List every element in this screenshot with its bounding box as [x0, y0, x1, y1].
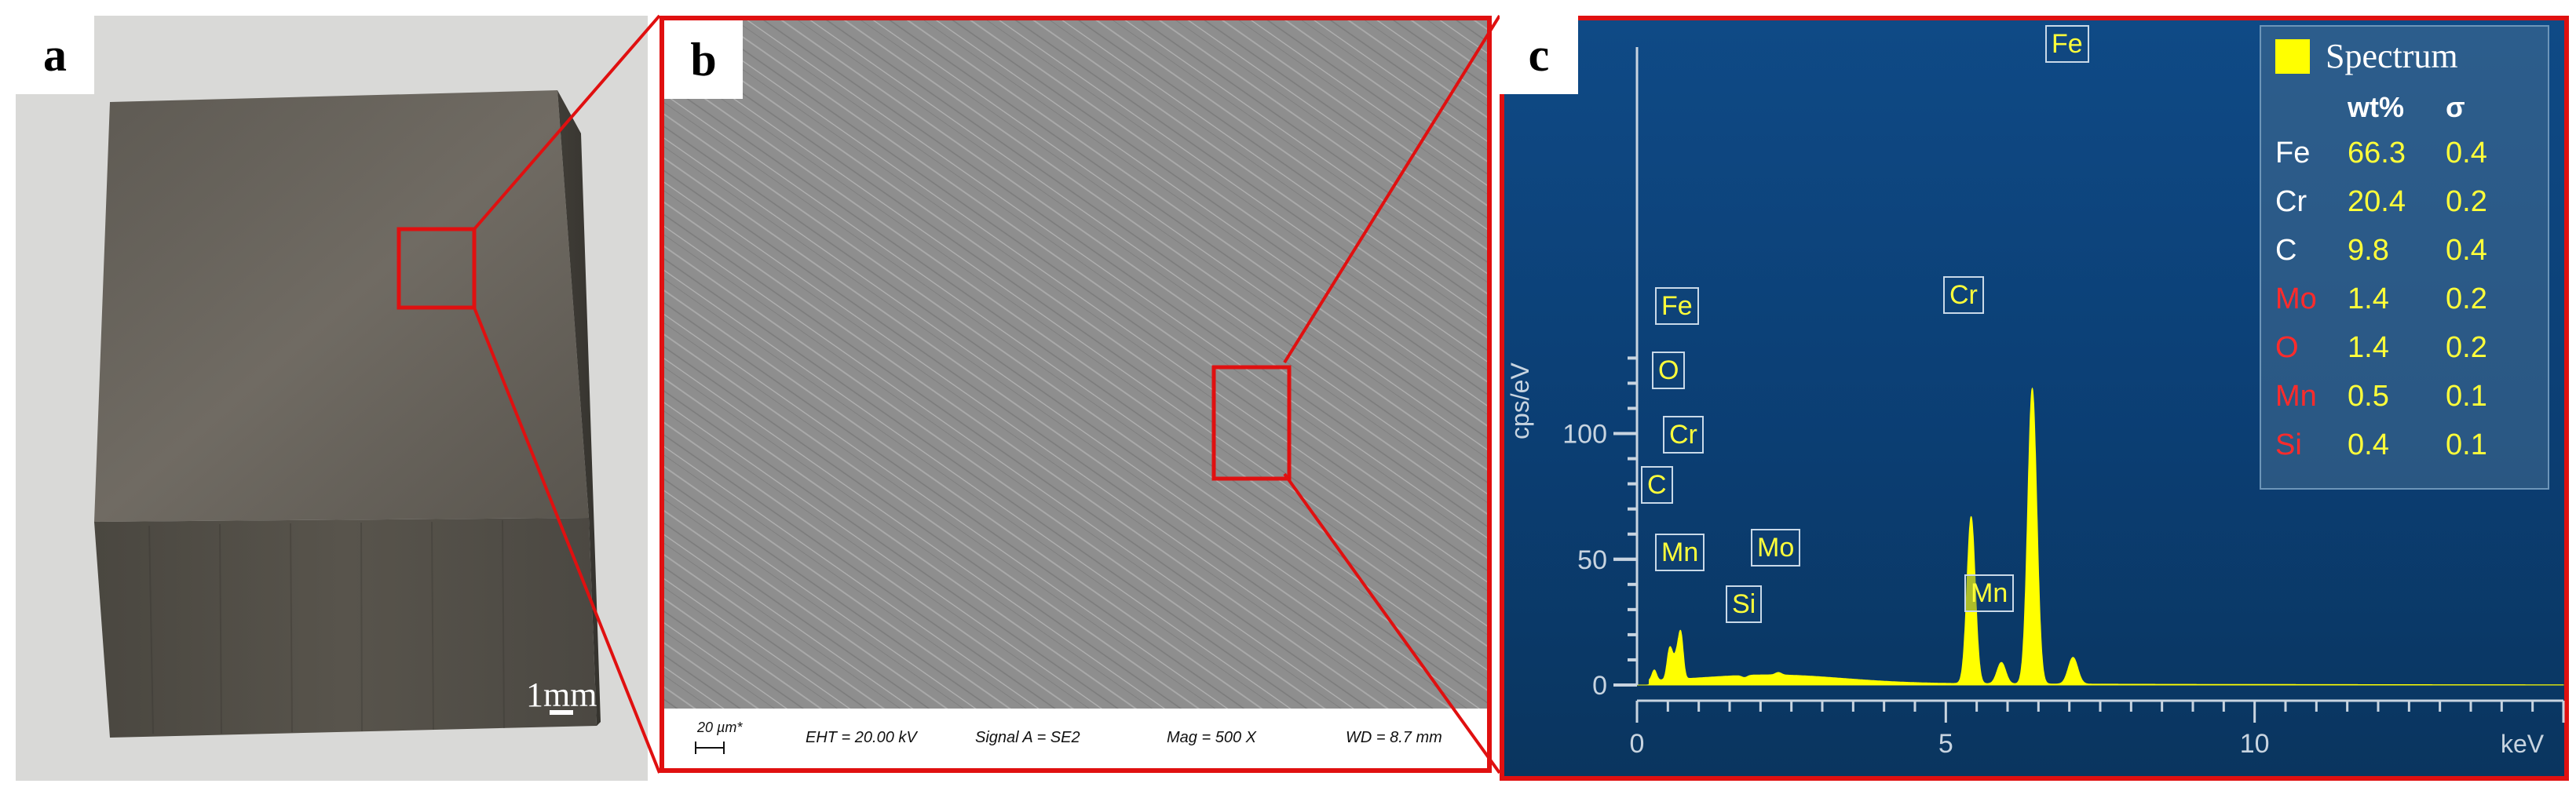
- y-axis-label: cps/eV: [1506, 363, 1534, 439]
- y-tick-label-0: 0: [1592, 671, 1607, 701]
- legend-sigma-4: 0.2: [2446, 331, 2487, 364]
- sem-eht: EHT = 20.00 kV: [806, 729, 917, 746]
- x-tick-label-0: 0: [1630, 729, 1645, 759]
- zoom-region-b: [1211, 365, 1292, 481]
- sem-scale-label: 20 µm*: [697, 720, 743, 735]
- sem-micrograph: [664, 20, 1487, 768]
- steel-block-photo: [94, 90, 601, 738]
- legend-wt-3: 1.4: [2348, 282, 2389, 315]
- photo-panel-a: a 1mm: [16, 16, 648, 781]
- peak-label-c: C: [1641, 466, 1673, 504]
- x-tick-label-2: 10: [2240, 729, 2270, 759]
- peak-label-si: Si: [1726, 585, 1763, 623]
- spectrum-legend: Spectrum wt% σ Fe 66.3 0.4 Cr 20.4 0.2 C 9.8 0.4…: [2260, 25, 2549, 490]
- zoom-region-a: [396, 227, 477, 310]
- legend-col-wt: wt%: [2348, 91, 2404, 123]
- sem-wd: WD = 8.7 mm: [1346, 729, 1442, 746]
- sem-scale-bar: [695, 742, 725, 754]
- sem-panel-b: b 20 µm* EHT = 20.00 kV Signal A = SE2 M…: [660, 16, 1492, 773]
- block-front-face: [94, 518, 597, 738]
- peak-label-mn-l: Mn: [1655, 534, 1705, 571]
- legend-element-1: Cr: [2275, 185, 2307, 218]
- panel-label-b: b: [664, 20, 743, 99]
- legend-wt-6: 0.4: [2348, 428, 2389, 461]
- legend-col-sigma: σ: [2446, 91, 2465, 123]
- panel-label-a: a: [16, 16, 94, 94]
- legend-wt-0: 66.3: [2348, 137, 2406, 169]
- peak-label-cr-l: Cr: [1663, 416, 1704, 454]
- x-tick-label-1: 5: [1938, 729, 1953, 759]
- legend-title: Spectrum: [2326, 37, 2458, 75]
- legend-sigma-2: 0.4: [2446, 234, 2487, 267]
- sem-info-bar: 20 µm* EHT = 20.00 kV Signal A = SE2 Mag…: [664, 709, 1487, 768]
- sem-signal: Signal A = SE2: [975, 729, 1080, 746]
- x-axis-unit: keV: [2501, 730, 2545, 758]
- legend-wt-2: 9.8: [2348, 234, 2389, 267]
- legend-sigma-1: 0.2: [2446, 185, 2487, 218]
- block-top-face: [94, 90, 589, 522]
- peak-label-cr-k: Cr: [1943, 276, 1984, 314]
- block-side-face: [557, 90, 601, 726]
- peak-label-fe-main: Fe: [2045, 25, 2089, 63]
- spectrum-area: [1637, 387, 2564, 686]
- legend-sigma-5: 0.1: [2446, 380, 2487, 413]
- legend-wt-4: 1.4: [2348, 331, 2389, 364]
- legend-element-0: Fe: [2275, 137, 2311, 169]
- legend-wt-1: 20.4: [2348, 185, 2406, 218]
- eds-spectrum-chart: 0 50 100 0 5 10: [1562, 47, 2565, 759]
- peak-label-mn-k: Mn: [1964, 574, 2015, 612]
- sem-mag: Mag = 500 X: [1167, 729, 1256, 746]
- legend-element-5: Mn: [2275, 380, 2317, 413]
- legend-sigma-6: 0.1: [2446, 428, 2487, 461]
- y-tick-label-1: 50: [1577, 545, 1607, 575]
- legend-wt-5: 0.5: [2348, 380, 2389, 413]
- peak-label-o: O: [1652, 352, 1686, 389]
- legend-sigma-0: 0.4: [2446, 137, 2487, 169]
- peak-label-fe-l: Fe: [1655, 287, 1699, 325]
- legend-element-4: O: [2275, 331, 2299, 364]
- legend-element-2: C: [2275, 234, 2297, 267]
- legend-element-3: Mo: [2275, 282, 2317, 315]
- legend-swatch: [2275, 39, 2310, 74]
- panel-label-c: c: [1500, 16, 1578, 94]
- scale-bar-a: [550, 710, 573, 715]
- peak-label-mo: Mo: [1751, 529, 1801, 567]
- y-tick-label-2: 100: [1562, 420, 1607, 450]
- legend-sigma-3: 0.2: [2446, 282, 2487, 315]
- legend-element-6: Si: [2275, 428, 2302, 461]
- scale-label-a: 1mm: [526, 676, 597, 714]
